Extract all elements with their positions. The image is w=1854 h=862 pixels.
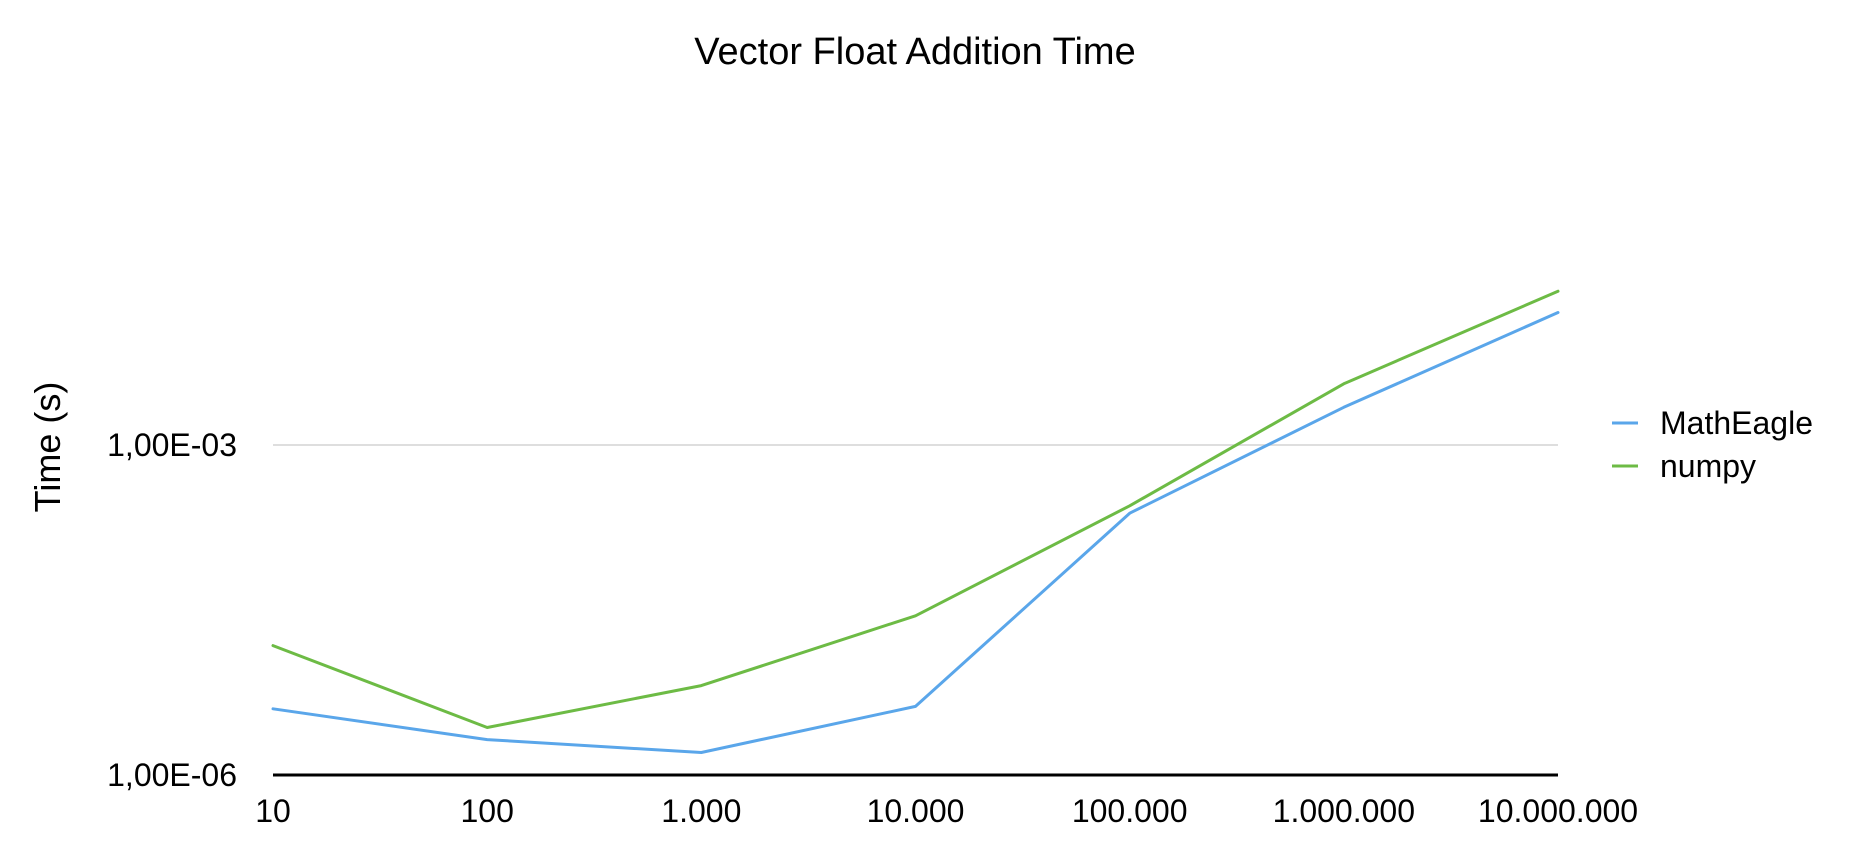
y-axis-title: Time (s) xyxy=(27,382,68,513)
chart-title: Vector Float Addition Time xyxy=(694,31,1135,73)
legend-label: MathEagle xyxy=(1660,405,1813,441)
legend-item-matheagle: MathEagle xyxy=(1612,405,1813,441)
x-tick-label: 100.000 xyxy=(1072,793,1188,829)
y-tick-label: 1,00E-03 xyxy=(107,427,237,463)
x-tick-label: 10.000 xyxy=(867,793,965,829)
x-tick-label: 100 xyxy=(460,793,513,829)
legend-label: numpy xyxy=(1660,448,1756,484)
legend: MathEagle numpy xyxy=(1612,405,1813,484)
x-axis-tick-labels: 10 100 1.000 10.000 100.000 1.000.000 10.000.0… xyxy=(255,793,1638,829)
x-tick-label: 1.000.000 xyxy=(1273,793,1415,829)
y-tick-label: 1,00E-06 xyxy=(107,757,237,793)
series-line-matheagle xyxy=(271,311,1560,754)
plot-area xyxy=(271,289,1560,754)
x-tick-label: 10.000.000 xyxy=(1478,793,1638,829)
y-axis-tick-labels: 1,00E-06 1,00E-03 xyxy=(107,427,237,793)
series-line-numpy xyxy=(271,289,1560,729)
x-tick-label: 10 xyxy=(255,793,291,829)
legend-item-numpy: numpy xyxy=(1612,448,1756,484)
x-tick-label: 1.000 xyxy=(661,793,741,829)
